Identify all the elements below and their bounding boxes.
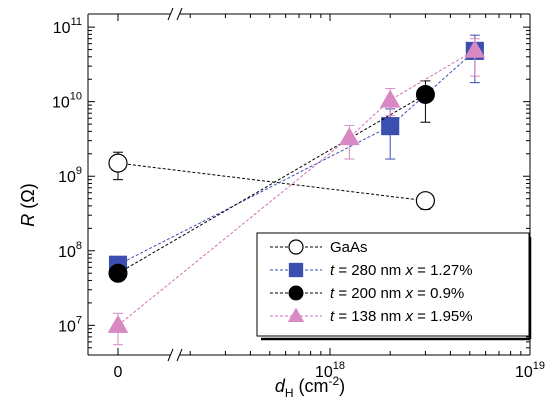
y-tick-label: 1011: [53, 16, 82, 37]
series-layer: [107, 34, 486, 346]
axis-break-bottom-gap: [170, 349, 180, 361]
legend-label: GaAs: [330, 239, 368, 256]
x-tick-label: 1018: [315, 360, 345, 381]
data-point: [464, 39, 486, 58]
y-tick-label: 107: [58, 314, 82, 335]
data-point: [108, 263, 128, 283]
legend-label: t = 200 nm x = 0.9%: [330, 285, 464, 302]
data-point: [415, 191, 436, 211]
y-tick-label: 109: [58, 165, 82, 186]
y-tick-label: 1010: [52, 91, 82, 112]
x-axis-label: dH (cm-2): [275, 374, 345, 399]
axis-break-top-gap: [170, 8, 180, 20]
x-tick-label: 0: [114, 364, 123, 381]
data-point: [415, 84, 435, 104]
legend-marker: [288, 239, 304, 255]
series-line: [117, 49, 476, 326]
data-point: [107, 314, 129, 333]
series-3: [107, 38, 486, 346]
data-point: [108, 153, 128, 173]
legend-label: t = 138 nm x = 1.95%: [330, 308, 473, 325]
axis-break-top-mark: [176, 7, 183, 21]
legend: GaAs t = 280 nm x = 1.27% t = 200 nm x = 0…: [256, 232, 532, 341]
plot-frame: [87, 7, 531, 362]
y-axis-label: R (Ω): [18, 183, 38, 226]
data-point: [379, 89, 401, 108]
axis-break-bottom-mark: [176, 348, 183, 362]
series-line: [117, 94, 426, 274]
axis-break-bottom-mark: [167, 348, 174, 362]
series-0: [108, 151, 436, 211]
axis-break-top-mark: [167, 7, 174, 21]
series-2: [108, 80, 435, 283]
legend-marker: [287, 307, 305, 323]
legend-marker: [288, 262, 304, 278]
legend-label: t = 280 nm x = 1.27%: [330, 262, 473, 279]
data-point: [339, 127, 360, 146]
data-point: [381, 117, 400, 136]
series-line: [117, 162, 426, 202]
legend-marker: [288, 285, 304, 301]
axis-ticks: 107 108 109 1010 1011 0 1018 1019: [52, 14, 545, 381]
y-tick-label: 108: [58, 240, 82, 261]
x-tick-label: 1019: [515, 360, 545, 381]
